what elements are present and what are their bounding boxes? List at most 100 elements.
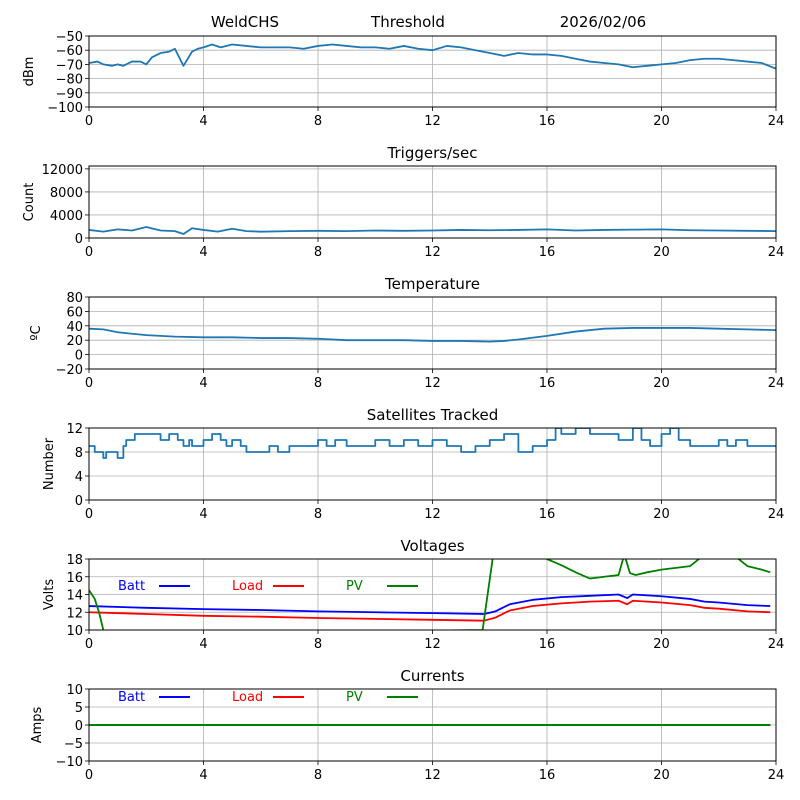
panel-title: Voltages <box>400 537 464 555</box>
y-tick-label: −100 <box>47 101 83 116</box>
y-tick-label: 10 <box>66 624 83 639</box>
series-group <box>89 327 776 343</box>
y-tick-label: 10 <box>66 683 83 698</box>
x-tick-label: 4 <box>199 114 207 129</box>
y-tick-label: 12 <box>66 422 83 437</box>
x-tick-label: 12 <box>424 376 441 391</box>
y-axis-label: Number <box>42 437 57 490</box>
header-date: 2026/02/06 <box>560 13 646 31</box>
y-tick-label: 5 <box>75 701 83 716</box>
y-axis-label: Count <box>22 183 37 222</box>
header-site: WeldCHS <box>211 13 279 31</box>
y-axis-label: dBm <box>22 57 37 87</box>
x-tick-label: 8 <box>314 507 322 522</box>
x-tick-label: 16 <box>539 768 556 783</box>
x-tick-label: 24 <box>768 507 785 522</box>
x-tick-label: 16 <box>539 507 556 522</box>
y-tick-label: 20 <box>66 334 83 349</box>
y-tick-label: 0 <box>75 494 83 509</box>
x-tick-label: 4 <box>199 507 207 522</box>
y-tick-label: 0 <box>75 719 83 734</box>
x-tick-label: 0 <box>85 245 93 260</box>
series-line-pv <box>89 559 771 630</box>
panel-signal: 0 4 8 12 16 20 24 −100−90−80−70−60−50 dBm <box>22 30 784 129</box>
y-tick-label: −90 <box>56 87 83 102</box>
series-line-signal <box>89 43 776 70</box>
y-tick-label: −50 <box>56 30 83 45</box>
y-tick-label: 4 <box>75 470 83 485</box>
x-tick-label: 8 <box>314 114 322 129</box>
y-tick-label: 12000 <box>42 163 83 178</box>
series-line-satellites <box>89 428 776 459</box>
series-group <box>89 43 776 70</box>
y-tick-label: 8000 <box>50 186 83 201</box>
x-tick-label: 8 <box>314 637 322 652</box>
series-group <box>89 226 776 235</box>
x-tick-label: 4 <box>199 637 207 652</box>
legend-label-batt: Batt <box>118 690 145 705</box>
y-tick-label: 16 <box>66 571 83 586</box>
y-tick-label: −10 <box>56 755 83 770</box>
legend-label-pv: PV <box>346 690 363 705</box>
x-tick-label: 24 <box>768 768 785 783</box>
x-tick-label: 16 <box>539 245 556 260</box>
x-tick-label: 4 <box>199 768 207 783</box>
panel-title: Currents <box>400 667 464 685</box>
legend-label-load: Load <box>232 579 263 594</box>
y-axis-label: Volts <box>42 579 57 611</box>
x-tick-label: 20 <box>653 768 670 783</box>
x-tick-label: 12 <box>424 245 441 260</box>
x-tick-label: 0 <box>85 768 93 783</box>
x-tick-label: 12 <box>424 768 441 783</box>
y-tick-label: 60 <box>66 305 83 320</box>
y-axis-label: Amps <box>30 706 45 743</box>
panel-title: Temperature <box>384 275 480 293</box>
y-tick-label: −80 <box>56 73 83 88</box>
legend-label-batt: Batt <box>118 579 145 594</box>
series-line-triggers <box>89 226 776 235</box>
x-tick-label: 0 <box>85 637 93 652</box>
y-tick-label: 40 <box>66 320 83 335</box>
x-tick-label: 8 <box>314 768 322 783</box>
y-axis-label: ºC <box>29 325 44 340</box>
series-line-load <box>89 599 771 622</box>
x-tick-label: 24 <box>768 637 785 652</box>
y-tick-label: 18 <box>66 553 83 568</box>
x-tick-label: 20 <box>653 245 670 260</box>
x-tick-label: 0 <box>85 507 93 522</box>
panel-satellites: 0 4 8 12 16 20 24 0 4 8 12 Satellites Tracked Number <box>42 406 784 522</box>
panel-title: Satellites Tracked <box>367 406 498 424</box>
y-tick-label: −70 <box>56 58 83 73</box>
x-tick-label: 20 <box>653 507 670 522</box>
legend-label-pv: PV <box>346 579 363 594</box>
x-tick-label: 12 <box>424 114 441 129</box>
y-tick-label: −60 <box>56 44 83 59</box>
y-tick-label: −20 <box>56 363 83 378</box>
series-group <box>89 428 776 459</box>
x-tick-label: 24 <box>768 245 785 260</box>
x-tick-label: 4 <box>199 245 207 260</box>
series-line-temperature <box>89 327 776 343</box>
header-mode: Threshold <box>370 13 445 31</box>
x-tick-label: 12 <box>424 507 441 522</box>
y-tick-label: 12 <box>66 606 83 621</box>
legend-label-load: Load <box>232 690 263 705</box>
x-tick-label: 0 <box>85 114 93 129</box>
y-tick-label: 0 <box>75 232 83 247</box>
y-tick-label: 8 <box>75 446 83 461</box>
panel-currents: 0 4 8 12 16 20 24 −10 −5 0 5 10 Currents Amps Batt Load… <box>30 667 784 783</box>
x-tick-label: 16 <box>539 376 556 391</box>
x-tick-label: 4 <box>199 376 207 391</box>
x-tick-label: 20 <box>653 637 670 652</box>
x-tick-label: 20 <box>653 114 670 129</box>
x-tick-label: 16 <box>539 637 556 652</box>
y-tick-label: 80 <box>66 291 83 306</box>
y-tick-label: −5 <box>64 737 83 752</box>
y-tick-label: 14 <box>66 589 83 604</box>
x-tick-label: 20 <box>653 376 670 391</box>
x-tick-label: 8 <box>314 245 322 260</box>
series-group <box>89 559 771 630</box>
panel-triggers: 0 4 8 12 16 20 24 0 4000 8000 12000 Triggers/sec Cou… <box>22 144 784 260</box>
